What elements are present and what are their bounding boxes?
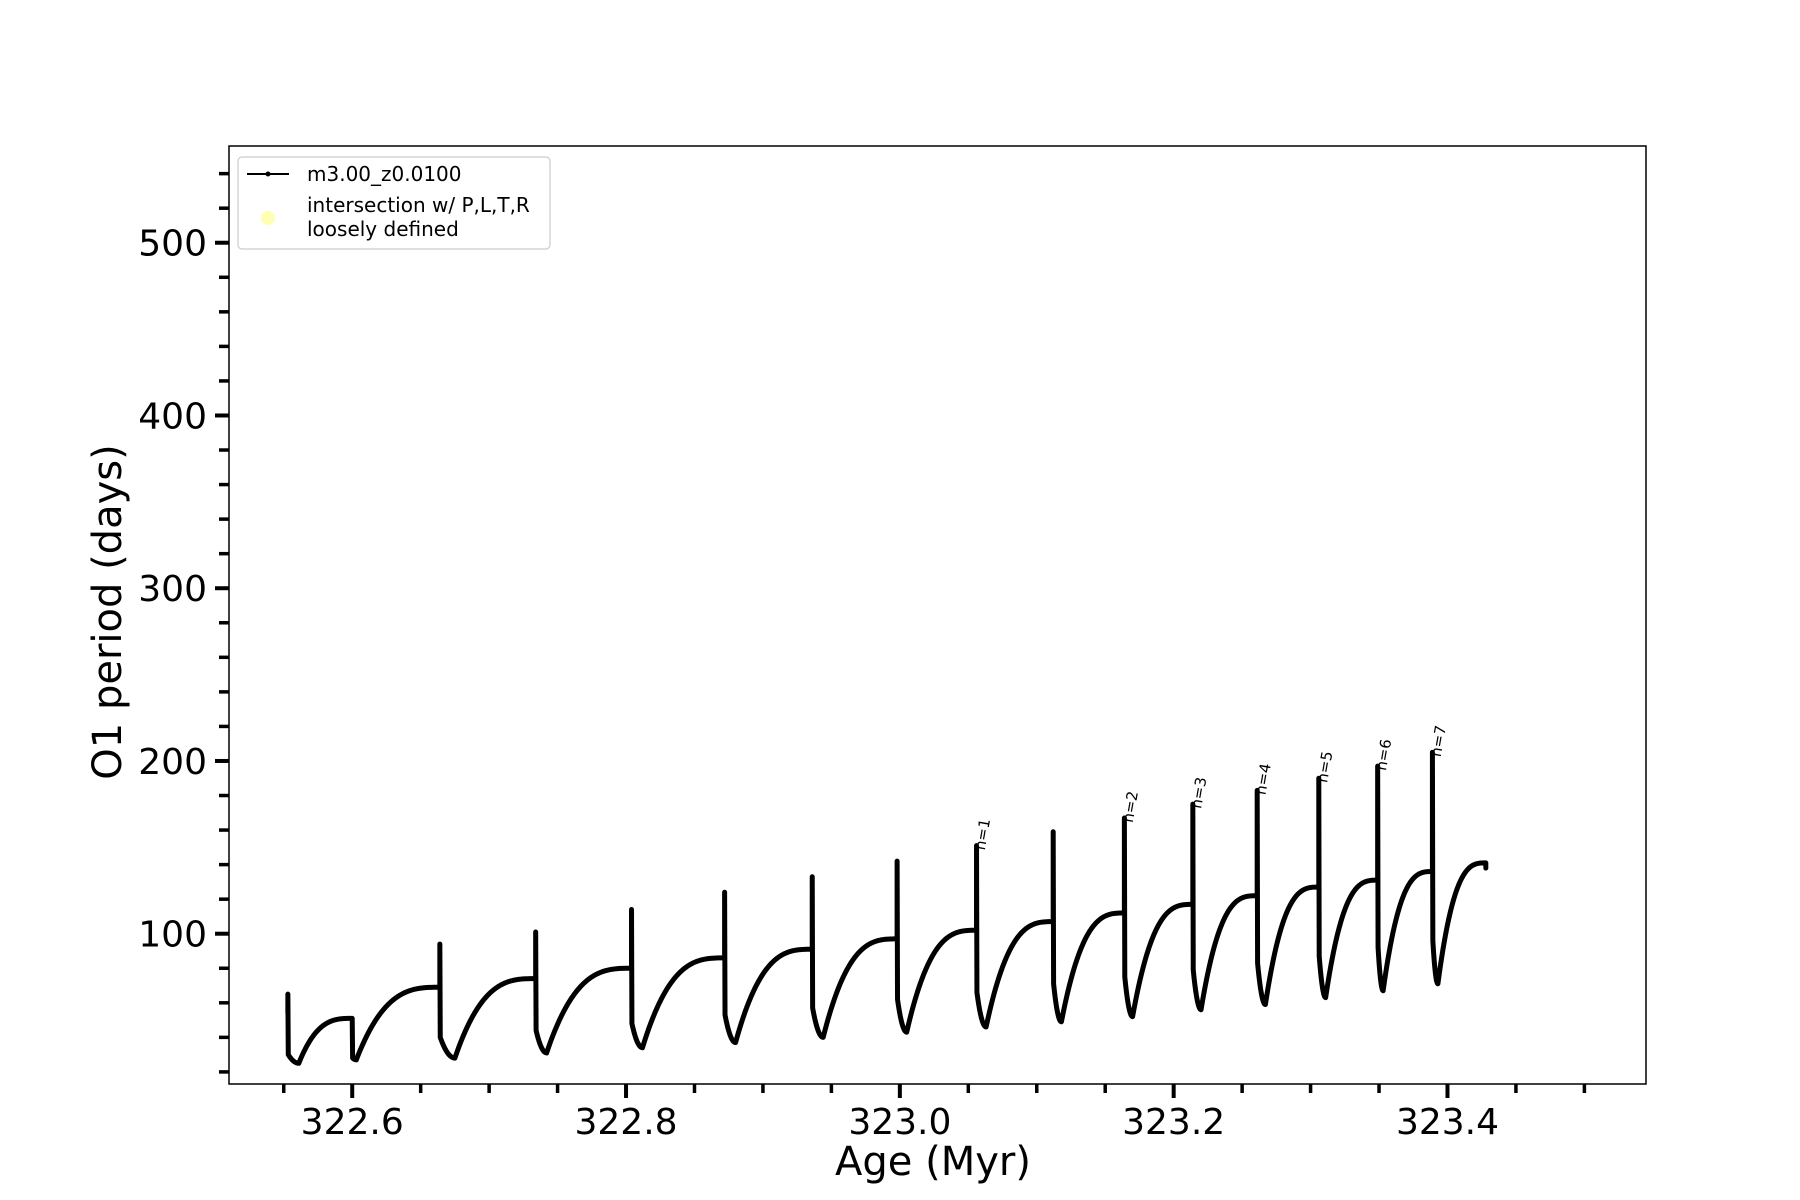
legend-line-dot	[265, 171, 271, 177]
legend-box	[237, 156, 551, 250]
x-tick-label: 322.6	[301, 1102, 404, 1143]
cycle-annotation: n=2	[1119, 790, 1142, 824]
y-tick-label: 200	[138, 742, 207, 783]
cycle-annotation: n=5	[1313, 750, 1336, 784]
series-line	[285, 749, 1489, 1066]
annotations: n=1 n=2 n=3 n=4 n=5 n=6 n=7	[971, 724, 1450, 852]
legend-label-series: m3.00_z0.0100	[307, 162, 462, 186]
cycle-annotation: n=1	[971, 817, 994, 851]
legend-label-line: loosely defined	[307, 217, 459, 241]
y-tick-label: 300	[138, 569, 207, 610]
major-ticks: 322.6 322.8 323.0 323.2 323.4 100 200 300 400 500	[138, 224, 1499, 1143]
x-tick-label: 322.8	[575, 1102, 678, 1143]
x-tick-label: 323.2	[1122, 1102, 1225, 1143]
cycle-annotation: n=3	[1187, 776, 1210, 810]
plot-frame	[228, 145, 1647, 1085]
legend-label-line: intersection w/ P,L,T,R	[307, 193, 530, 217]
y-tick-label: 100	[138, 915, 207, 956]
legend: m3.00_z0.0100 intersection w/ P,L,T,R loo…	[237, 156, 551, 250]
legend-intersection-dot	[261, 211, 275, 225]
y-tick-label: 400	[138, 396, 207, 437]
x-axis-title: Age (Myr)	[835, 1139, 1031, 1185]
cycle-annotation: n=4	[1252, 762, 1275, 796]
y-axis-title: O1 period (days)	[85, 444, 131, 779]
x-tick-label: 323.4	[1396, 1102, 1499, 1143]
x-tick-label: 323.0	[848, 1102, 951, 1143]
minor-ticks	[219, 171, 1587, 1093]
cycle-annotation: n=6	[1372, 738, 1395, 772]
y-tick-label: 500	[138, 224, 207, 265]
cycle-annotation: n=7	[1427, 724, 1450, 758]
legend-label-intersection: intersection w/ P,L,T,R loosely defined	[307, 193, 530, 241]
series-line-path	[285, 749, 1489, 1066]
